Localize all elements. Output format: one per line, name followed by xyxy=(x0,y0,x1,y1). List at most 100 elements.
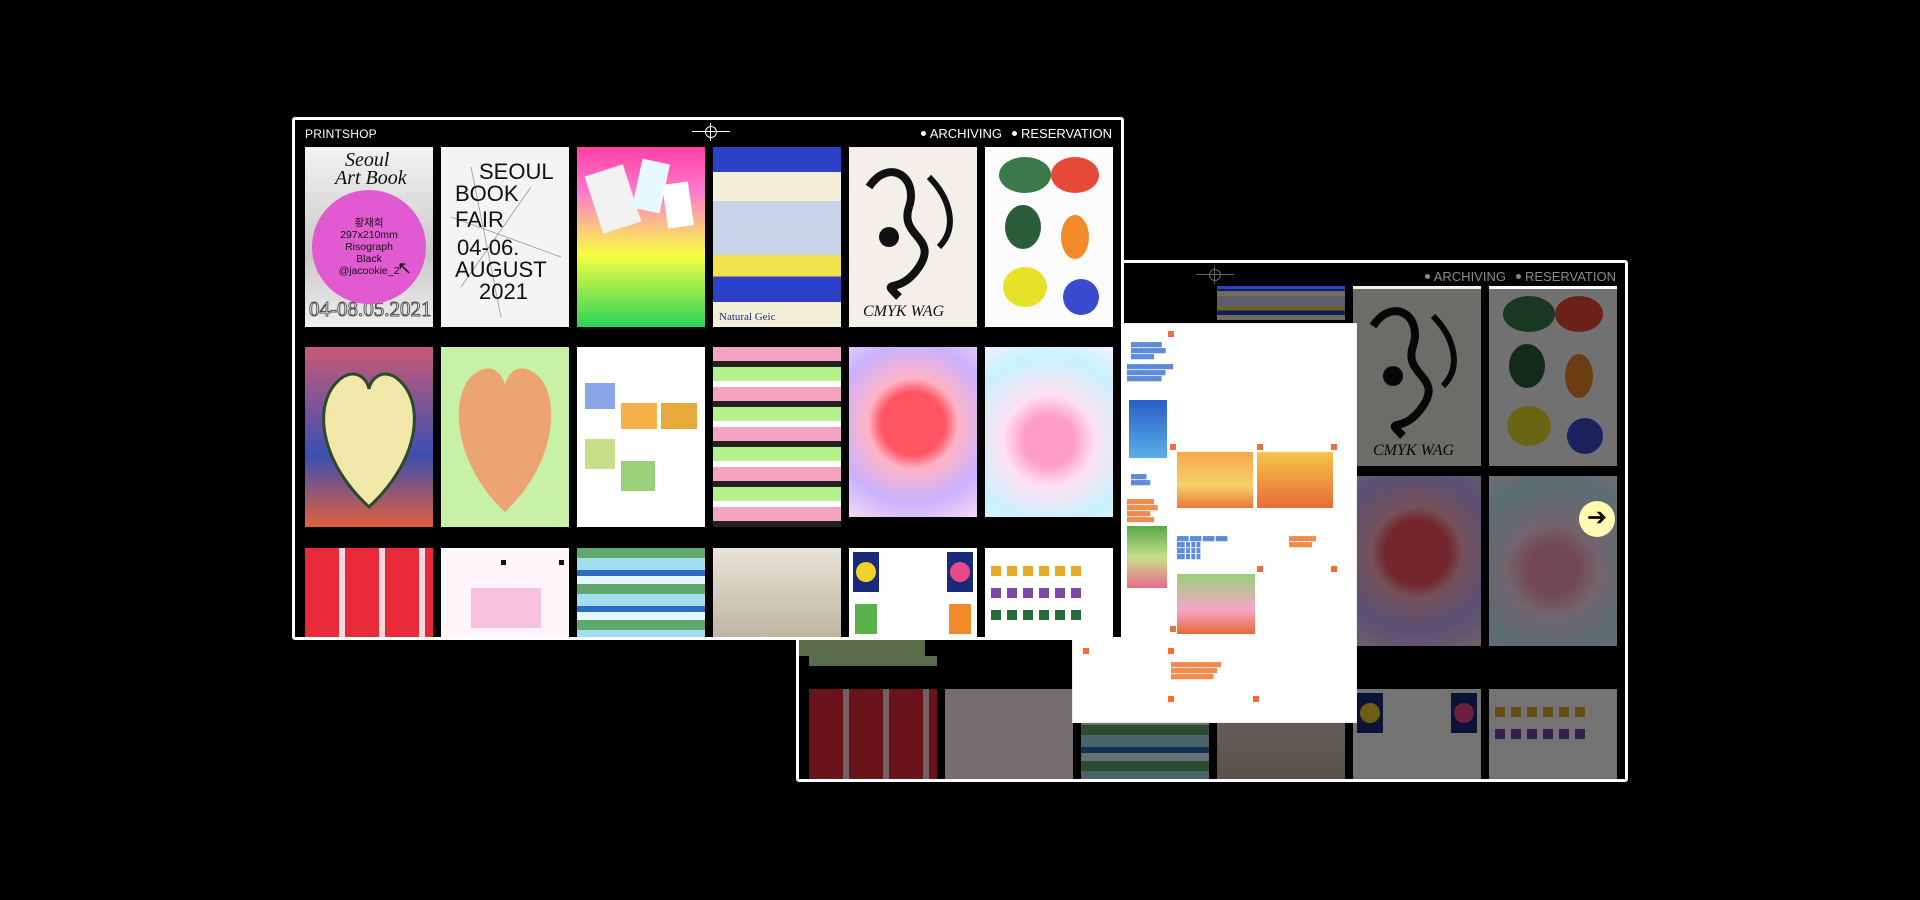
poster-thumb[interactable] xyxy=(1217,286,1345,320)
poster-caption: CMYK WAG xyxy=(1373,442,1455,459)
poster-info-bubble: 황재희 297x210mm Risograph Black @jacookie_… xyxy=(312,190,426,304)
poster-thumb[interactable] xyxy=(1489,689,1617,779)
sheet-text: ▇▇▇▇▇▇▇ ▇▇▇▇▇▇ xyxy=(1289,536,1316,548)
poster-thumb-blobs[interactable] xyxy=(985,147,1113,327)
poster-thumb-pattern[interactable] xyxy=(713,347,841,527)
registration-mark xyxy=(1168,648,1174,654)
ink-drawing-icon xyxy=(865,168,953,300)
poster-thumb[interactable] xyxy=(809,656,937,666)
poster-thumb-photo[interactable] xyxy=(713,548,841,637)
poster-thumb-pink-map[interactable] xyxy=(441,548,569,637)
sheet-artwork xyxy=(1257,452,1333,508)
poster-thumb-sea[interactable] xyxy=(577,548,705,637)
brand-logo[interactable]: PRINTSHOP xyxy=(305,127,377,141)
sheet-artwork xyxy=(1129,400,1167,458)
stamp-art-icon xyxy=(853,552,973,634)
layout-artwork xyxy=(585,383,615,409)
poster-thumb-seoul-book-fair[interactable]: SEOUL BOOK FAIR 04-06. AUGUST 2021 xyxy=(441,147,569,327)
print-method: Risograph xyxy=(345,241,393,253)
registration-mark xyxy=(1168,331,1174,337)
nav-label: ARCHIVING xyxy=(1433,269,1506,284)
registration-mark xyxy=(1331,444,1337,450)
layout-artwork xyxy=(621,461,655,491)
sheet-text: ▇▇▇▇▇▇▇▇▇▇▇▇▇ ▇▇▇▇▇▇▇▇▇▇▇▇ ▇▇▇▇▇▇▇▇▇▇▇ xyxy=(1171,662,1221,680)
ink-color: Black xyxy=(356,253,382,265)
sheet-text: ▇▇▇▇ ▇▇▇▇▇ xyxy=(1131,474,1151,486)
poster-thumb-flower[interactable] xyxy=(849,347,977,517)
nav-label: RESERVATION xyxy=(1020,126,1112,141)
sticker-grid-icon xyxy=(991,566,1081,620)
paper-card xyxy=(662,181,694,229)
line-drawing-icon xyxy=(450,166,562,318)
layout-artwork xyxy=(471,588,541,628)
bullet-icon xyxy=(920,131,926,136)
layout-artwork xyxy=(621,403,657,429)
cursor-arrow-icon: ↖ xyxy=(397,258,413,278)
poster-thumb-peach[interactable] xyxy=(985,347,1113,517)
arrow-right-icon: ➔ xyxy=(1586,504,1608,531)
bullet-icon xyxy=(1515,274,1521,279)
poster-thumb-heart-green[interactable] xyxy=(441,347,569,527)
registration-mark xyxy=(501,560,506,565)
poster-thumb-cmyk[interactable]: CMYK WAG xyxy=(1353,286,1481,466)
poster-thumb-cmyk[interactable]: CMYK WAG xyxy=(849,147,977,327)
sheet-text: ▇▇▇▇▇▇▇▇▇▇▇▇ ▇▇▇▇▇▇▇▇▇▇ ▇▇▇▇▇▇▇▇▇ xyxy=(1127,364,1174,382)
poster-thumb-blobs[interactable] xyxy=(1489,286,1617,466)
poster-thumb[interactable] xyxy=(1353,689,1481,779)
heart-art-icon xyxy=(322,372,416,510)
poster-caption: 04-06. xyxy=(457,235,520,260)
poster-thumb-red[interactable] xyxy=(305,548,433,637)
nav-item-archiving[interactable]: ARCHIVING xyxy=(1424,269,1506,284)
poster-thumb-seoul-art-book[interactable]: Seoul Art Book 04-08.05.2021 황재희 297x210… xyxy=(305,147,433,327)
registration-mark xyxy=(1170,626,1176,632)
next-arrow-button[interactable]: ➔ xyxy=(1579,501,1615,537)
poster-caption: SEOUL xyxy=(479,159,554,184)
nav-item-reservation[interactable]: RESERVATION xyxy=(1011,126,1112,141)
poster-thumb[interactable] xyxy=(1353,476,1481,646)
nav-label: ARCHIVING xyxy=(929,126,1002,141)
poster-thumb[interactable] xyxy=(945,689,1073,779)
poster-caption: 2021 xyxy=(479,279,528,304)
poster-thumb-natural[interactable]: Natural Geic xyxy=(713,147,841,327)
ink-drawing-icon xyxy=(1369,307,1457,439)
poster-thumb-heart[interactable] xyxy=(305,347,433,527)
registration-mark xyxy=(1253,696,1259,702)
layout-artwork xyxy=(661,403,697,429)
blob-characters-icon xyxy=(999,157,1099,315)
sheet-text: ▇▇▇▇▇▇▇▇ ▇▇▇▇▇▇▇▇▇ ▇▇▇▇▇▇ xyxy=(1131,342,1166,360)
blob-characters-icon xyxy=(1503,296,1603,454)
nav-menu: ARCHIVING RESERVATION xyxy=(920,126,1112,141)
poster-caption: AUGUST xyxy=(455,257,547,282)
poster-caption: Seoul xyxy=(345,149,390,171)
poster-caption: BOOK FAIR xyxy=(455,181,519,232)
crosshair-icon xyxy=(1196,265,1234,285)
window-header: ARCHIVING RESERVATION xyxy=(799,263,1625,289)
archive-window-gallery: PRINTSHOP ARCHIVING RESERVATION Seoul Ar… xyxy=(292,117,1124,640)
sheet-artwork xyxy=(1177,452,1253,508)
poster-thumb-gradient[interactable] xyxy=(577,147,705,327)
poster-thumb[interactable] xyxy=(809,689,937,779)
stamp-art-icon xyxy=(1357,693,1477,733)
poster-thumb-stamps[interactable] xyxy=(849,548,977,637)
nav-item-reservation[interactable]: RESERVATION xyxy=(1515,269,1616,284)
poster-caption: Art Book xyxy=(335,167,407,189)
heart-art-icon xyxy=(458,368,552,512)
bullet-icon xyxy=(1011,131,1017,136)
registration-mark xyxy=(1257,444,1263,450)
registration-mark xyxy=(1170,444,1176,450)
layout-artwork xyxy=(585,439,615,469)
nav-menu: ARCHIVING RESERVATION xyxy=(1424,269,1616,284)
window-header: PRINTSHOP ARCHIVING RESERVATION xyxy=(295,120,1121,146)
poster-thumb-sticker-grid[interactable] xyxy=(985,548,1113,637)
registration-mark xyxy=(1083,648,1089,654)
paper-size: 297x210mm xyxy=(340,229,398,241)
registration-mark xyxy=(1257,566,1263,572)
poster-thumb-layout[interactable] xyxy=(577,347,705,527)
artist-name: 황재희 xyxy=(354,217,384,229)
artist-handle: @jacookie_2 xyxy=(338,265,400,277)
nav-item-archiving[interactable]: ARCHIVING xyxy=(920,126,1002,141)
crosshair-icon xyxy=(692,122,730,142)
sheet-artwork xyxy=(1177,574,1255,634)
bullet-icon xyxy=(1424,274,1430,279)
sheet-text: ▇▇▇ ▇▇▇ ▇▇▇ ▇▇▇ ▇▇ ▇ ▇ ▇ ▇▇ ▇ ▇ ▇ ▇▇ ▇ ▇ ▇ xyxy=(1177,536,1228,560)
